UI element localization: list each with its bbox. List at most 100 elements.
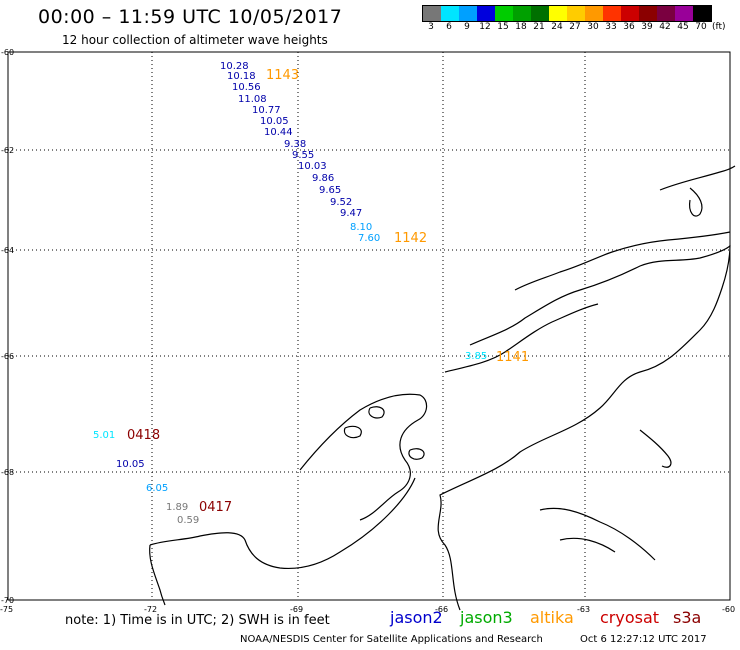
scale-label: 6 — [446, 22, 452, 32]
pass-time-label: 0418 — [127, 428, 160, 443]
scale-label: 18 — [515, 22, 527, 32]
wave-height-value: 6.05 — [146, 483, 168, 494]
wave-height-value: 10.05 — [260, 116, 289, 127]
wave-height-value: 10.03 — [298, 161, 327, 172]
note-text: note: 1) Time is in UTC; 2) SWH is in fe… — [65, 613, 330, 628]
scale-label: 42 — [659, 22, 671, 32]
wave-height-value: 10.44 — [264, 127, 293, 138]
scale-swatch — [423, 6, 441, 21]
wave-height-value: 11.08 — [238, 94, 267, 105]
legend-s3a: s3a — [673, 608, 702, 627]
wave-height-value: 9.65 — [319, 185, 341, 196]
credit-text: NOAA/NESDIS Center for Satellite Applica… — [240, 634, 543, 645]
island-far-east — [659, 165, 736, 191]
wave-height-value: 10.05 — [116, 459, 145, 470]
longitude-label: -66 — [435, 605, 448, 614]
inlet-lines — [539, 507, 656, 561]
scale-label: 39 — [641, 22, 653, 32]
wave-height-value: 9.86 — [312, 173, 334, 184]
wave-height-value: 9.47 — [340, 208, 362, 219]
scale-swatch — [675, 6, 693, 21]
latitude-label: -60 — [1, 48, 14, 57]
island-coastline-south — [299, 393, 428, 521]
scale-swatch — [549, 6, 567, 21]
island-ne-1 — [689, 187, 703, 217]
peninsula-coastline — [437, 244, 731, 611]
scale-swatch — [657, 6, 675, 21]
page-subtitle: 12 hour collection of altimeter wave hei… — [62, 33, 328, 47]
southern-coastline — [149, 477, 416, 570]
wave-height-value: 10.56 — [232, 82, 261, 93]
scale-swatch — [477, 6, 495, 21]
wave-height-value: 9.38 — [284, 139, 306, 150]
color-scale-bar — [422, 5, 712, 22]
scale-label: 12 — [479, 22, 491, 32]
latitude-label: -68 — [1, 468, 14, 477]
scale-label: 15 — [497, 22, 509, 32]
generated-timestamp: Oct 6 12:27:12 UTC 2017 — [580, 634, 707, 645]
pass-time-label: 0417 — [199, 500, 232, 515]
latitude-label: -70 — [1, 596, 14, 605]
wave-height-value: 3.85 — [465, 351, 487, 362]
scale-swatch — [567, 6, 585, 21]
scale-swatch — [459, 6, 477, 21]
southern-coastline-west — [149, 544, 166, 606]
wave-height-value: 5.01 — [93, 430, 115, 441]
wave-height-value: 9.55 — [292, 150, 314, 161]
color-scale-unit: (ft) — [712, 22, 726, 32]
scale-label: 21 — [533, 22, 545, 32]
longitude-label: -75 — [0, 605, 13, 614]
page-title: 00:00 – 11:59 UTC 10/05/2017 — [38, 6, 343, 28]
legend-jason2: jason2 — [390, 608, 443, 627]
pass-time-label: 1143 — [266, 68, 299, 83]
scale-label: 27 — [569, 22, 581, 32]
wave-height-value: 8.10 — [350, 222, 372, 233]
wave-height-value: 10.18 — [227, 71, 256, 82]
wave-height-value: 10.28 — [220, 61, 249, 72]
scale-swatch — [693, 6, 711, 21]
latitude-label: -62 — [1, 146, 14, 155]
scale-label: 3 — [428, 22, 434, 32]
island-coastline-north — [469, 245, 731, 346]
graticule-labels: -60 -62 -64 -66 -68 -70-75 -72 -69 -66 -63 -60 — [0, 48, 735, 614]
wave-height-value: 10.77 — [252, 105, 281, 116]
scale-swatch — [513, 6, 531, 21]
scale-swatch — [495, 6, 513, 21]
wave-height-value: 1.89 — [166, 502, 188, 513]
scale-label: 70 — [695, 22, 707, 32]
scale-label: 30 — [587, 22, 599, 32]
wave-height-value: 0.59 — [177, 515, 199, 526]
pass-time-labels: 1143 1142 1141 0418 0417 — [127, 68, 529, 515]
scale-swatch — [531, 6, 549, 21]
scale-label: 24 — [551, 22, 563, 32]
color-scale-labels: 3 6 9 12 15 18 21 24 27 30 33 36 39 42 45 70 — [422, 22, 710, 32]
latitude-label: -66 — [1, 352, 14, 361]
longitude-label: -63 — [577, 605, 590, 614]
scale-label: 33 — [605, 22, 617, 32]
legend-jason3: jason3 — [460, 608, 513, 627]
scale-label: 9 — [464, 22, 470, 32]
pass-time-label: 1141 — [496, 350, 529, 365]
graticule — [8, 52, 730, 600]
island-ne-2 — [639, 429, 672, 468]
latitude-label: -64 — [1, 246, 14, 255]
pass-time-label: 1142 — [394, 231, 427, 246]
wave-height-value: 7.60 — [358, 233, 380, 244]
longitude-label: -60 — [722, 605, 735, 614]
coastline — [149, 165, 736, 611]
scale-label: 36 — [623, 22, 635, 32]
legend-cryosat: cryosat — [600, 608, 660, 627]
map-frame — [7, 51, 731, 601]
scale-swatch — [603, 6, 621, 21]
longitude-label: -69 — [290, 605, 303, 614]
island-coastline-mid — [444, 303, 599, 373]
island-chain-north — [514, 231, 731, 291]
wave-height-value: 9.52 — [330, 197, 352, 208]
legend-altika: altika — [530, 608, 574, 627]
wave-height-labels: 10.2810.1810.5611.0810.7710.0510.449.389… — [93, 61, 487, 526]
scale-swatch — [621, 6, 639, 21]
small-islands — [343, 406, 425, 460]
scale-swatch — [639, 6, 657, 21]
longitude-label: -72 — [144, 605, 157, 614]
